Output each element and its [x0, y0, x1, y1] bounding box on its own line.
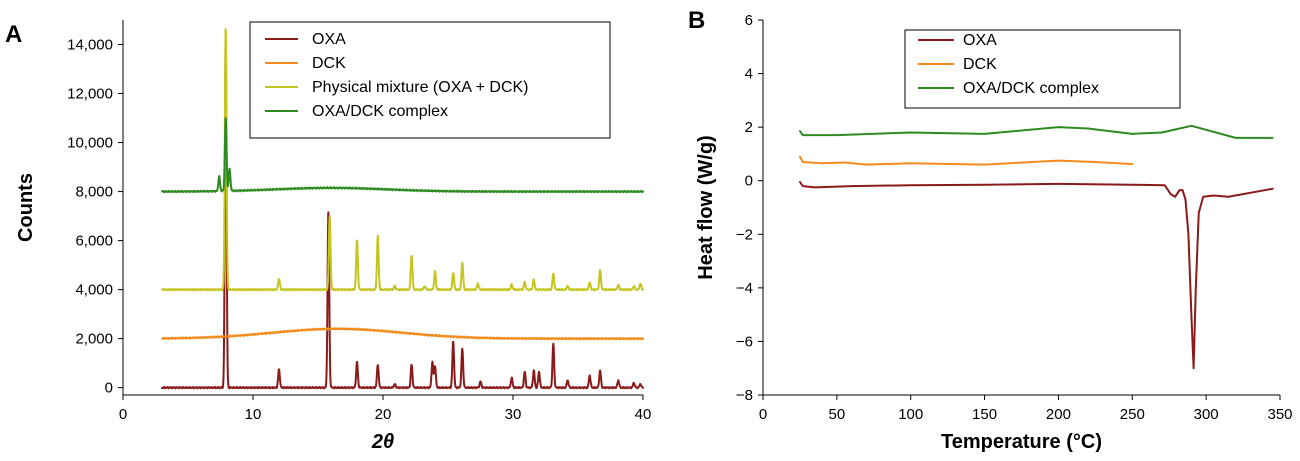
panel-b-series-oxa — [798, 181, 1274, 370]
panel-a-x-tick-label: 0 — [119, 406, 127, 423]
panel-a-legend-label-dck: DCK — [312, 55, 346, 72]
panel-b-y-tick-label: −6 — [736, 333, 753, 350]
panel-a-x-tick-label: 40 — [635, 406, 652, 423]
panel-b-series-oxa-dck-complex — [798, 124, 1274, 139]
panel-b-x-tick-label: 250 — [1120, 406, 1145, 423]
panel-a-y-tick-label: 12,000 — [67, 86, 113, 103]
panel-a-letter: A — [5, 21, 22, 48]
panel-b-x-tick-label: 150 — [972, 406, 997, 423]
panel-a-legend-label-oxa: OXA — [312, 31, 346, 48]
panel-a-series-physical-mixture-oxa-dck — [161, 28, 644, 292]
panel-a-y-tick-label: 0 — [105, 380, 113, 397]
panel-b-top-mask — [758, 0, 1285, 20]
panel-a-x-axis-title: 2θ — [371, 431, 394, 453]
panel-b-y-tick-label: 4 — [745, 66, 753, 83]
panel-b-legend-label-oxa: OXA — [963, 32, 997, 49]
panel-b-y-tick-label: 6 — [745, 12, 753, 29]
panel-b-y-tick-label: −2 — [736, 226, 753, 243]
panel-b-legend: OXA DCK OXA/DCK complex — [904, 29, 1181, 109]
panel-b-y-tick-label: −4 — [736, 280, 753, 297]
panel-b-x-tick-label: 200 — [1046, 406, 1071, 423]
panel-b-y-tick-label: −8 — [736, 387, 753, 404]
panel-b-y-tick-label: 0 — [745, 173, 753, 190]
panel-b-legend-box — [904, 29, 1181, 109]
panel-b-x-tick-label: 350 — [1267, 406, 1292, 423]
panel-a-legend-label-oxa-dck-complex: OXA/DCK complex — [312, 103, 448, 120]
panel-a-y-tick-label: 4,000 — [75, 282, 113, 299]
panel-b-legend-label-dck: DCK — [963, 56, 997, 73]
panel-b-x-tick-label: 50 — [829, 406, 846, 423]
panel-a-legend-label-physical-mixture-oxa-dck: Physical mixture (OXA + DCK) — [312, 79, 529, 96]
panel-a-series-oxa-dck-complex — [161, 117, 644, 194]
panel-b-series-dck — [798, 155, 1134, 166]
panel-a-y-tick-label: 8,000 — [75, 184, 113, 201]
panel-a-xrd-chart: A 0 10 20 30 40 0 2,000 4,000 6,000 8,000 10,000 12,… — [5, 0, 651, 453]
panel-a-y-tick-label: 10,000 — [67, 135, 113, 152]
panel-a-series-oxa — [161, 36, 644, 390]
panel-b-legend-label-oxa-dck-complex: OXA/DCK complex — [963, 80, 1099, 97]
panel-a-legend: OXA DCK Physical mixture (OXA + DCK) OXA/DC… — [249, 21, 611, 139]
panel-a-y-tick-label: 2,000 — [75, 331, 113, 348]
panel-b-x-tick-label: 0 — [759, 406, 767, 423]
panel-a-x-tick-label: 10 — [245, 406, 262, 423]
panel-a-series-dck — [161, 327, 644, 341]
panel-b-x-tick-label: 300 — [1194, 406, 1219, 423]
panel-a-y-tick-label: 14,000 — [67, 37, 113, 54]
panel-b-x-tick-label: 100 — [898, 406, 923, 423]
panel-b-y-tick-label: 2 — [745, 119, 753, 136]
panel-b-y-axis-title: Heat flow (W/g) — [695, 135, 717, 279]
panel-a-top-mask — [118, 0, 648, 20]
panel-a-y-tick-label: 6,000 — [75, 233, 113, 250]
panel-b-letter: B — [688, 7, 705, 34]
panel-b-x-axis-title: Temperature (°C) — [941, 431, 1102, 453]
panel-a-x-tick-label: 20 — [375, 406, 392, 423]
panel-a-x-tick-label: 30 — [505, 406, 522, 423]
panel-b-dsc-chart: B 0 50 100 150 200 250 300 350 −8 −6 −4 −2 0 2 4 6 Temper… — [688, 0, 1293, 453]
panel-a-y-axis-title: Counts — [15, 173, 37, 242]
panel-a-legend-box — [249, 21, 611, 139]
